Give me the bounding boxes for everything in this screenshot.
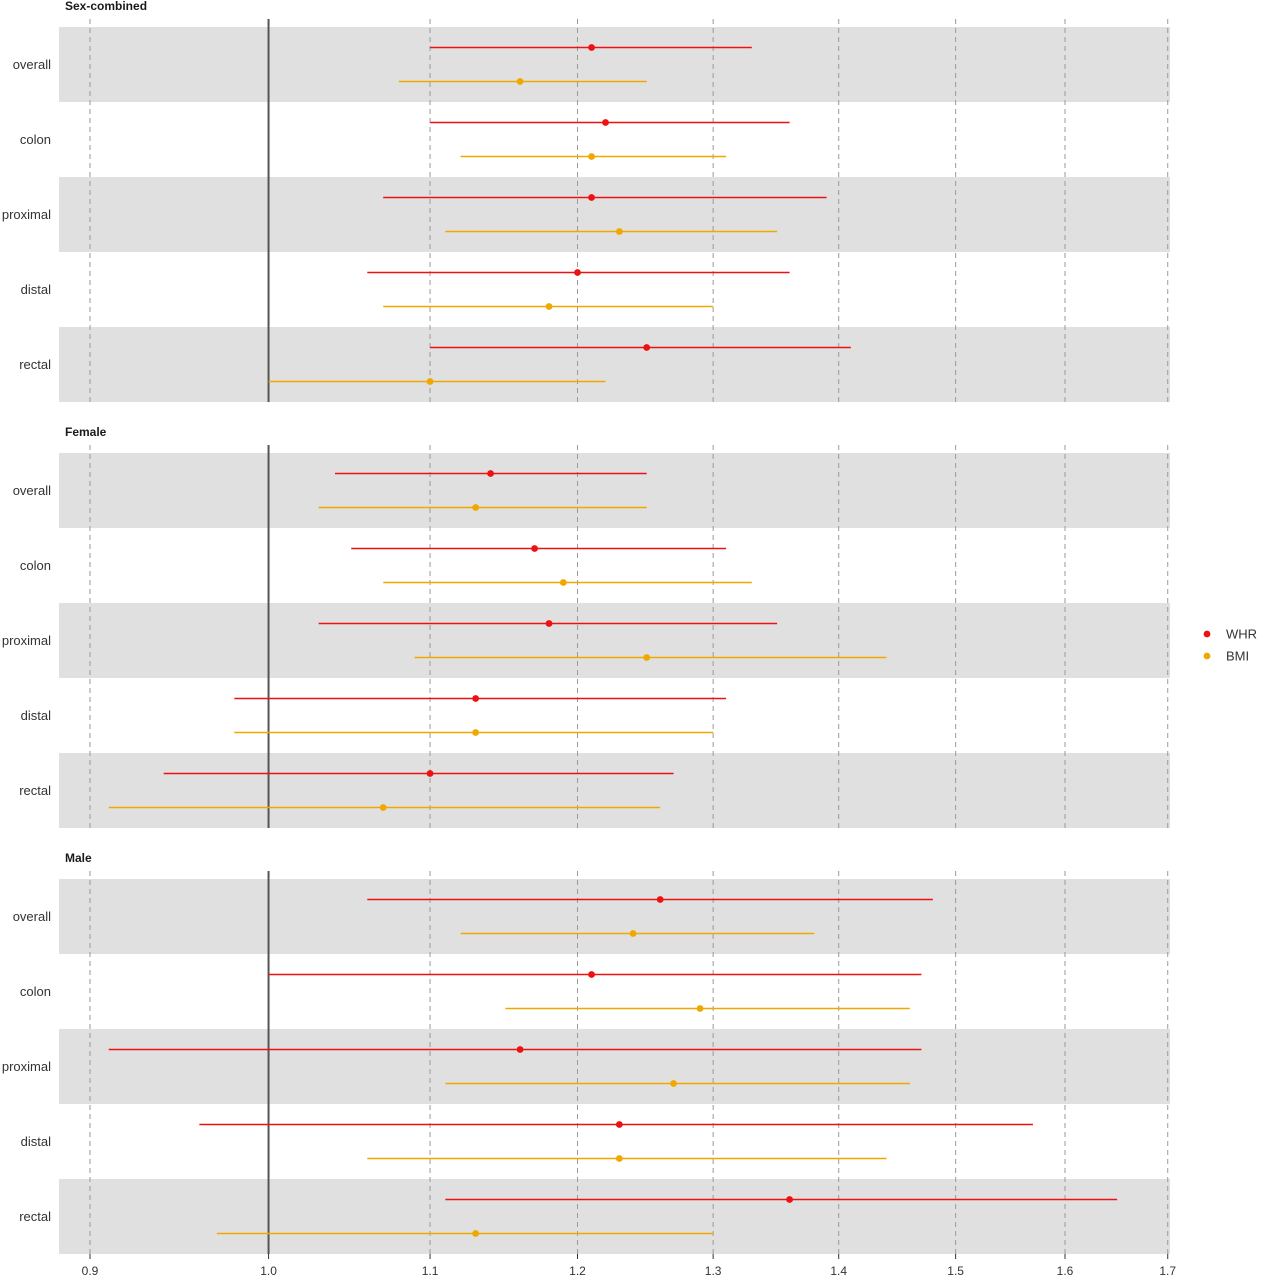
bmi-point-overall bbox=[472, 504, 480, 511]
gridlines bbox=[89, 19, 1169, 1259]
panel-title-female: Female bbox=[65, 425, 107, 439]
row-band bbox=[59, 879, 1170, 954]
row-label-overall: overall bbox=[13, 909, 51, 924]
row-bands bbox=[59, 27, 1170, 1254]
bmi-point-overall bbox=[516, 78, 524, 85]
bmi-point-overall bbox=[629, 930, 637, 937]
whr-point-colon bbox=[588, 971, 595, 978]
row-band bbox=[59, 603, 1170, 678]
bmi-point-distal bbox=[472, 729, 480, 736]
legend-key-bmi bbox=[1203, 652, 1211, 660]
whr-point-rectal bbox=[643, 344, 651, 351]
whr-point-proximal bbox=[545, 620, 553, 627]
row-label-distal: distal bbox=[21, 708, 51, 723]
row-label-rectal: rectal bbox=[19, 1209, 51, 1224]
whr-point-overall bbox=[487, 470, 494, 477]
row-band bbox=[59, 177, 1170, 252]
x-tick-label: 1.3 bbox=[705, 1264, 722, 1278]
panel-title-male: Male bbox=[65, 851, 92, 865]
bmi-point-distal bbox=[545, 303, 553, 310]
row-label-rectal: rectal bbox=[19, 357, 51, 372]
x-tick-label: 1.5 bbox=[947, 1264, 964, 1278]
row-band bbox=[59, 453, 1170, 528]
whr-point-overall bbox=[656, 896, 664, 903]
row-label-colon: colon bbox=[20, 132, 51, 147]
whr-point-proximal bbox=[588, 194, 595, 201]
row-label-distal: distal bbox=[21, 1134, 51, 1149]
legend-label-whr: WHR bbox=[1226, 627, 1257, 642]
x-tick-label: 1.6 bbox=[1057, 1264, 1074, 1278]
row-label-overall: overall bbox=[13, 57, 51, 72]
legend: WHR BMI bbox=[1203, 627, 1257, 664]
row-band bbox=[59, 753, 1170, 828]
x-tick-label: 1.7 bbox=[1159, 1264, 1176, 1278]
row-label-colon: colon bbox=[20, 558, 51, 573]
bmi-point-proximal bbox=[643, 654, 651, 661]
row-band bbox=[59, 327, 1170, 402]
row-band bbox=[59, 1179, 1170, 1254]
row-label-distal: distal bbox=[21, 282, 51, 297]
whr-point-proximal bbox=[516, 1046, 524, 1053]
row-label-overall: overall bbox=[13, 483, 51, 498]
bmi-point-colon bbox=[588, 153, 595, 160]
row-label-colon: colon bbox=[20, 984, 51, 999]
bmi-point-rectal bbox=[379, 804, 387, 811]
legend-label-bmi: BMI bbox=[1226, 649, 1249, 664]
row-label-rectal: rectal bbox=[19, 783, 51, 798]
whr-point-colon bbox=[531, 545, 538, 552]
bmi-point-rectal bbox=[426, 378, 434, 385]
row-label-proximal: proximal bbox=[2, 1059, 51, 1074]
bmi-point-rectal bbox=[472, 1230, 480, 1237]
bmi-point-proximal bbox=[615, 228, 623, 235]
x-tick-label: 1.4 bbox=[830, 1264, 847, 1278]
x-tick-label: 1.2 bbox=[569, 1264, 586, 1278]
bmi-point-proximal bbox=[670, 1080, 677, 1087]
interval-marks bbox=[108, 44, 1118, 1237]
x-tick-label: 1.1 bbox=[422, 1264, 439, 1278]
x-tick-label: 1.0 bbox=[260, 1264, 277, 1278]
row-label-proximal: proximal bbox=[2, 633, 51, 648]
row-label-proximal: proximal bbox=[2, 207, 51, 222]
row-band bbox=[59, 27, 1170, 102]
whr-point-rectal bbox=[426, 770, 434, 777]
bmi-point-distal bbox=[615, 1155, 623, 1162]
panel-title-sex-combined: Sex-combined bbox=[65, 0, 147, 13]
whr-point-distal bbox=[472, 695, 480, 702]
whr-point-rectal bbox=[786, 1196, 793, 1203]
whr-point-distal bbox=[615, 1121, 623, 1128]
bmi-point-colon bbox=[559, 579, 567, 586]
whr-point-colon bbox=[602, 119, 609, 126]
x-tick-label: 0.9 bbox=[82, 1264, 99, 1278]
chart-labels: Sex-combined overall colon proximal distal re… bbox=[2, 0, 1177, 1278]
bmi-point-colon bbox=[696, 1005, 704, 1012]
row-band bbox=[59, 1029, 1170, 1104]
whr-point-overall bbox=[588, 44, 595, 51]
whr-point-distal bbox=[574, 269, 581, 276]
legend-key-whr bbox=[1203, 630, 1211, 638]
